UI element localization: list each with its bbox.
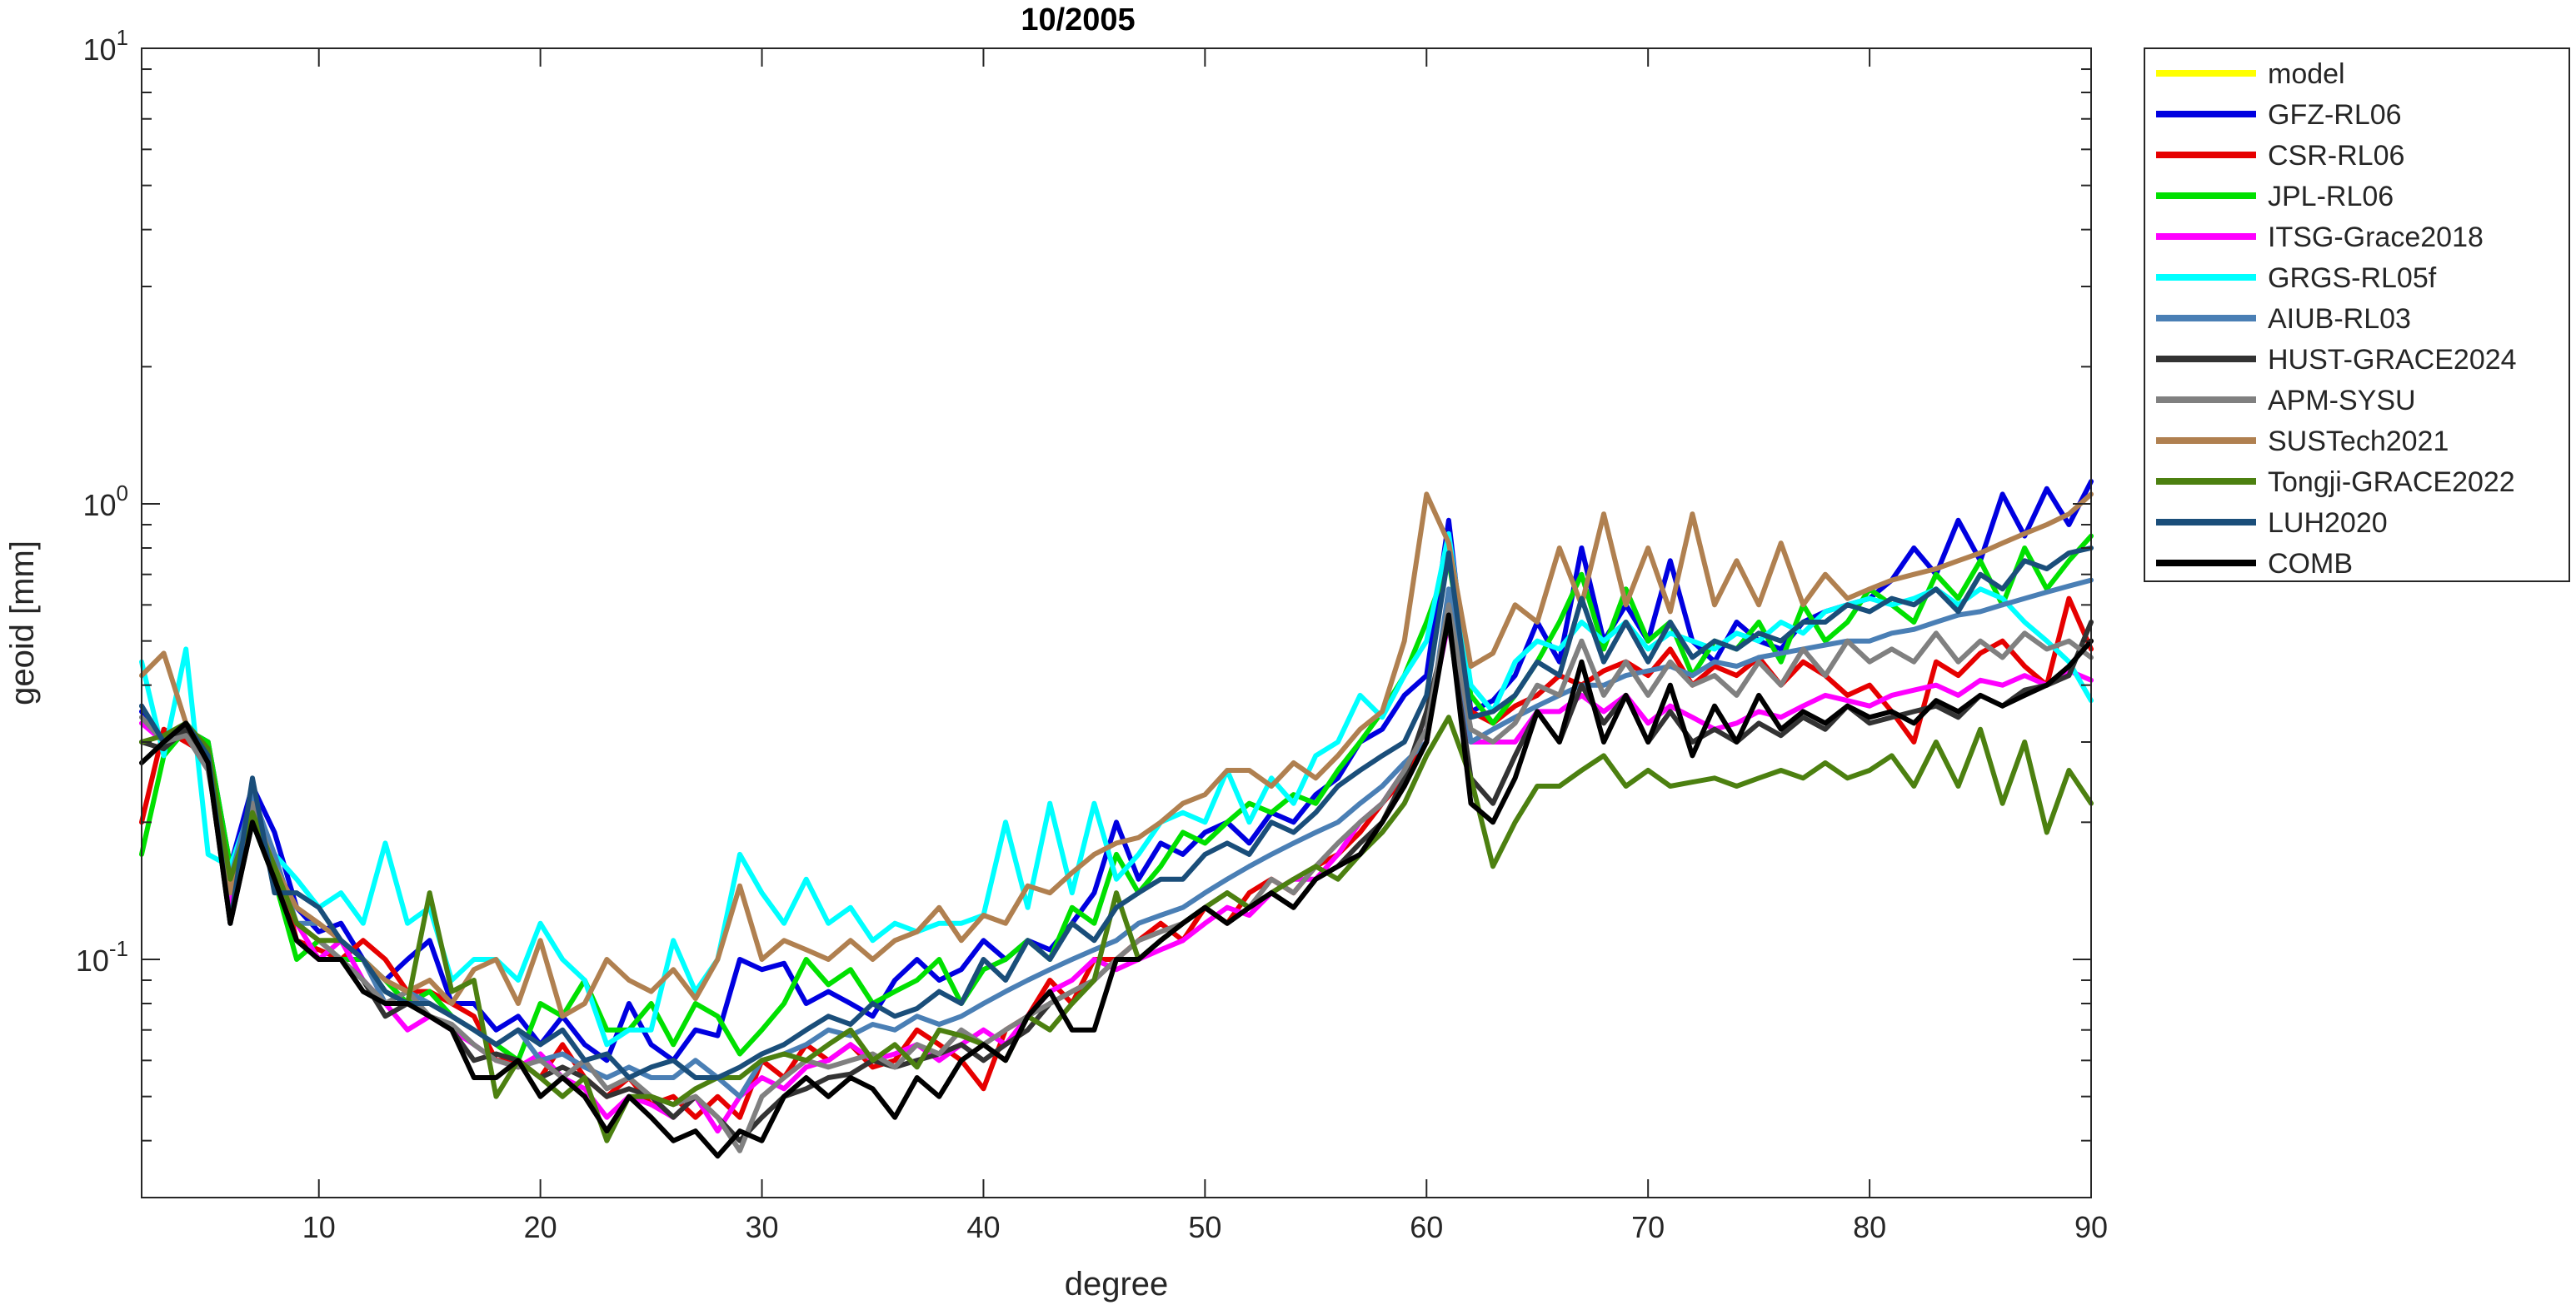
legend-label: HUST-GRACE2024 — [2268, 344, 2517, 376]
legend-label: AIUB-RL03 — [2268, 303, 2411, 335]
x-axis: 10 20 30 40 50 60 70 80 90 — [302, 48, 2108, 1244]
x-tick-label: 10 — [302, 1210, 336, 1244]
series-line-12 — [139, 612, 2094, 1159]
series-line-9 — [139, 491, 2094, 1019]
legend-label: CSR-RL06 — [2268, 140, 2404, 172]
legend: model GFZ-RL06 CSR-RL06 JPL-RL06 ITSG-Grace2… — [2144, 47, 2570, 582]
y-tick-label: 101 — [82, 25, 128, 67]
series-line-10 — [139, 715, 2094, 1143]
x-axis-label: degree — [1065, 1266, 1169, 1303]
x-tick-label: 60 — [1410, 1210, 1443, 1244]
legend-label: Tongji-GRACE2022 — [2268, 466, 2515, 498]
y-axis-label: geoid [mm] — [4, 540, 41, 705]
axes-box — [141, 47, 2092, 1198]
y-axis: 10-1 100 101 — [76, 25, 2091, 1198]
x-tick-label: 70 — [1631, 1210, 1665, 1244]
plot-area — [139, 479, 2094, 1159]
x-tick-label: 40 — [966, 1210, 1000, 1244]
legend-label: APM-SYSU — [2268, 385, 2416, 416]
legend-label: ITSG-Grace2018 — [2268, 222, 2484, 253]
x-tick-label: 30 — [746, 1210, 779, 1244]
y-tick-label: 10-1 — [76, 936, 128, 978]
series-line-11 — [139, 545, 2094, 1080]
legend-label: JPL-RL06 — [2268, 181, 2394, 212]
chart-title: 10/2005 — [1021, 2, 1135, 37]
y-tick-label: 100 — [82, 481, 128, 522]
x-tick-label: 20 — [524, 1210, 557, 1244]
x-tick-label: 50 — [1188, 1210, 1221, 1244]
legend-label: COMB — [2268, 548, 2353, 580]
legend-label: GRGS-RL05f — [2268, 262, 2437, 294]
legend-label: GFZ-RL06 — [2268, 99, 2402, 131]
legend-label: LUH2020 — [2268, 507, 2388, 539]
legend-label: model — [2268, 58, 2345, 90]
legend-label: SUSTech2021 — [2268, 426, 2449, 457]
series-line-1 — [139, 479, 2094, 1063]
x-tick-label: 90 — [2074, 1210, 2108, 1244]
x-tick-label: 80 — [1853, 1210, 1886, 1244]
